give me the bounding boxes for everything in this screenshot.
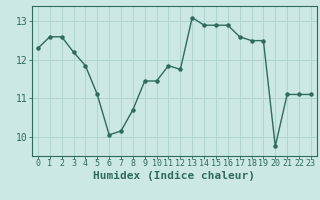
X-axis label: Humidex (Indice chaleur): Humidex (Indice chaleur) [93, 171, 255, 181]
